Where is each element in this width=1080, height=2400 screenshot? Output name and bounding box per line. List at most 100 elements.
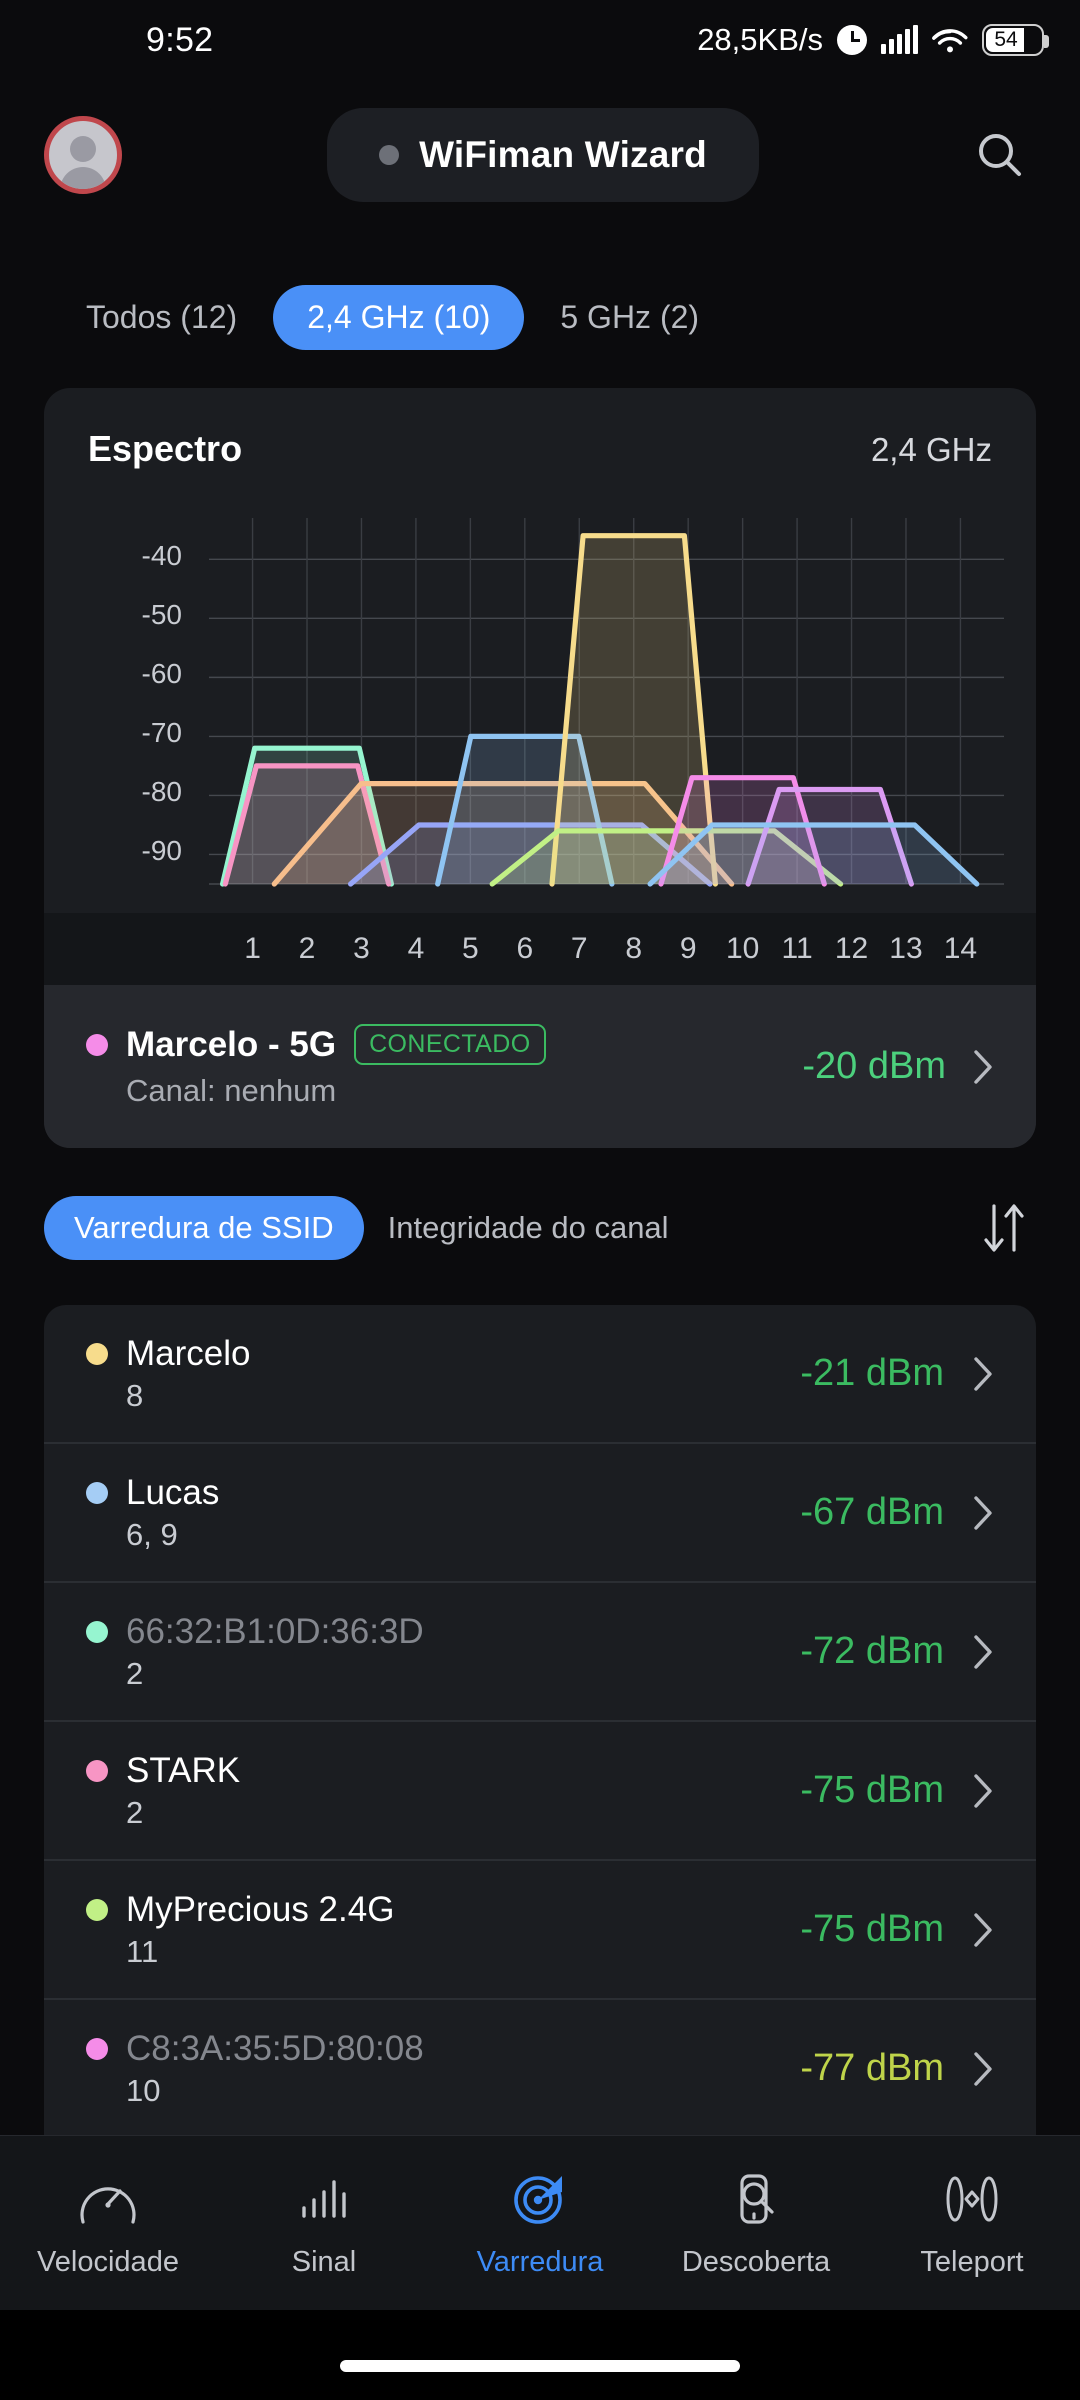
status-time: 9:52 bbox=[146, 20, 214, 59]
radar-scan-icon bbox=[510, 2168, 570, 2230]
device-search-icon bbox=[728, 2168, 784, 2230]
network-color-dot bbox=[86, 1481, 108, 1504]
connection-status-dot bbox=[379, 145, 400, 165]
x-tick-label: 11 bbox=[781, 932, 813, 965]
y-tick-label: -40 bbox=[141, 540, 182, 572]
tab-channel-health[interactable]: Integridade do canal bbox=[387, 1210, 669, 1245]
signal-bars-icon bbox=[296, 2168, 352, 2230]
app-title-pill[interactable]: WiFiman Wizard bbox=[327, 108, 759, 202]
bottom-navigation: Velocidade Sinal bbox=[0, 2135, 1080, 2310]
band-tab-todos[interactable]: Todos (12) bbox=[86, 299, 238, 335]
network-info: MyPrecious 2.4G 11 bbox=[86, 1890, 394, 1970]
x-tick-label: 9 bbox=[679, 932, 697, 965]
connected-network-row[interactable]: Marcelo - 5G CONECTADO Canal: nenhum -20… bbox=[44, 985, 1036, 1148]
chevron-right-icon bbox=[974, 1356, 992, 1391]
scan-mode-tabs: Varredura de SSID Integridade do canal bbox=[0, 1196, 1080, 1260]
cellular-signal-icon bbox=[881, 25, 918, 54]
x-tick-label: 10 bbox=[725, 932, 760, 965]
x-tick-label: 2 bbox=[298, 932, 316, 965]
network-signal-value: -21 dBm bbox=[800, 1352, 944, 1394]
network-color-dot bbox=[86, 1033, 108, 1056]
network-signal-group: -77 dBm bbox=[800, 2047, 994, 2090]
spectrum-plot[interactable]: -40 -50 -60 -70 -80 -90 bbox=[44, 506, 1036, 906]
status-bar: 9:52 28,5KB/s 54 bbox=[0, 0, 1080, 80]
spectrum-band-label: 2,4 GHz bbox=[870, 431, 992, 468]
band-tab-24ghz[interactable]: 2,4 GHz (10) bbox=[273, 285, 525, 350]
nav-item-varredura[interactable]: Varredura bbox=[432, 2168, 648, 2279]
network-color-dot bbox=[86, 1898, 108, 1921]
network-color-dot bbox=[86, 1759, 108, 1782]
y-tick-label: -90 bbox=[141, 835, 182, 867]
x-axis-channel-labels: 1 2 3 4 5 6 7 8 9 10 11 12 13 14 bbox=[44, 913, 1036, 985]
network-channel: 11 bbox=[126, 1933, 159, 1969]
network-color-dot bbox=[86, 1620, 108, 1643]
network-name: STARK bbox=[126, 1750, 241, 1790]
network-list-row[interactable]: STARK 2 -75 dBm bbox=[44, 1722, 1036, 1861]
home-gesture-bar[interactable] bbox=[340, 2360, 740, 2372]
network-signal-value: -77 dBm bbox=[800, 2047, 944, 2089]
network-channel: 10 bbox=[126, 2072, 161, 2108]
network-list-row[interactable]: MyPrecious 2.4G 11 -75 dBm bbox=[44, 1861, 1036, 2000]
search-button[interactable] bbox=[964, 119, 1036, 191]
chevron-right-icon bbox=[974, 1773, 992, 1808]
network-list-row[interactable]: Lucas 6, 9 -67 dBm bbox=[44, 1444, 1036, 1583]
network-channel: 6, 9 bbox=[126, 1516, 178, 1552]
x-tick-label: 5 bbox=[462, 932, 479, 965]
connected-signal-value: -20 dBm bbox=[802, 1045, 946, 1087]
network-title-line: MyPrecious 2.4G bbox=[86, 1890, 394, 1930]
chevron-right-icon bbox=[974, 1495, 992, 1530]
network-info: STARK 2 bbox=[86, 1751, 240, 1831]
x-tick-label: 14 bbox=[943, 932, 978, 965]
x-tick-label: 6 bbox=[516, 932, 534, 965]
chevron-right-icon bbox=[974, 1634, 992, 1669]
network-signal-group: -75 dBm bbox=[800, 1769, 994, 1812]
network-title-line: 66:32:B1:0D:36:3D bbox=[86, 1612, 424, 1652]
network-title-line: C8:3A:35:5D:80:08 bbox=[86, 2029, 424, 2069]
network-signal-value: -75 dBm bbox=[800, 1908, 944, 1950]
connected-network-info: Marcelo - 5G CONECTADO Canal: nenhum bbox=[86, 1024, 546, 1109]
network-list[interactable]: Marcelo 8 -21 dBm Lucas 6, 9 -67 dBm 66:32:B1:… bbox=[44, 1305, 1036, 2170]
connected-network-signal-group: -20 dBm bbox=[802, 1045, 994, 1088]
network-title-line: Lucas bbox=[86, 1473, 219, 1513]
nav-item-teleport[interactable]: Teleport bbox=[864, 2168, 1080, 2279]
connected-network-channel: Canal: nenhum bbox=[126, 1073, 337, 1108]
network-channel: 8 bbox=[126, 1377, 144, 1413]
network-info: Marcelo 8 bbox=[86, 1334, 250, 1414]
page-title: WiFiman Wizard bbox=[419, 134, 707, 175]
network-signal-value: -75 dBm bbox=[800, 1769, 944, 1811]
network-signal-group: -75 dBm bbox=[800, 1908, 994, 1951]
network-signal-group: -72 dBm bbox=[800, 1630, 994, 1673]
network-channel: 2 bbox=[126, 1794, 144, 1830]
network-name: 66:32:B1:0D:36:3D bbox=[126, 1611, 424, 1651]
speedometer-icon bbox=[77, 2168, 139, 2230]
nav-item-velocidade[interactable]: Velocidade bbox=[0, 2168, 216, 2279]
status-badge: CONECTADO bbox=[354, 1024, 546, 1065]
chevron-right-icon bbox=[974, 2051, 992, 2086]
network-signal-group: -67 dBm bbox=[800, 1491, 994, 1534]
sort-button[interactable] bbox=[972, 1196, 1036, 1260]
spectrum-chart-svg bbox=[209, 518, 1004, 887]
nav-item-sinal[interactable]: Sinal bbox=[216, 2168, 432, 2279]
network-list-row[interactable]: 66:32:B1:0D:36:3D 2 -72 dBm bbox=[44, 1583, 1036, 1722]
tab-ssid-scan[interactable]: Varredura de SSID bbox=[44, 1196, 364, 1260]
search-icon bbox=[979, 134, 1021, 176]
teleport-icon bbox=[941, 2168, 1003, 2230]
band-tab-5ghz[interactable]: 5 GHz (2) bbox=[560, 299, 700, 335]
y-tick-label: -80 bbox=[141, 776, 182, 808]
x-tick-label: 4 bbox=[407, 932, 425, 965]
x-tick-label: 1 bbox=[244, 932, 261, 965]
nav-item-descoberta[interactable]: Descoberta bbox=[648, 2168, 864, 2279]
network-list-row[interactable]: C8:3A:35:5D:80:08 10 -77 dBm bbox=[44, 2000, 1036, 2139]
x-tick-label: 13 bbox=[889, 932, 923, 965]
network-color-dot bbox=[86, 2037, 108, 2060]
nav-label-descoberta: Descoberta bbox=[681, 2245, 831, 2278]
nav-label-velocidade: Velocidade bbox=[37, 2245, 179, 2278]
avatar[interactable] bbox=[44, 116, 122, 194]
network-list-row[interactable]: Marcelo 8 -21 dBm bbox=[44, 1305, 1036, 1444]
network-name: Marcelo bbox=[126, 1333, 251, 1373]
network-name: MyPrecious 2.4G bbox=[126, 1889, 395, 1929]
x-tick-label: 7 bbox=[570, 932, 588, 965]
battery-indicator: 54 bbox=[982, 24, 1049, 56]
network-channel: 2 bbox=[126, 1655, 144, 1691]
